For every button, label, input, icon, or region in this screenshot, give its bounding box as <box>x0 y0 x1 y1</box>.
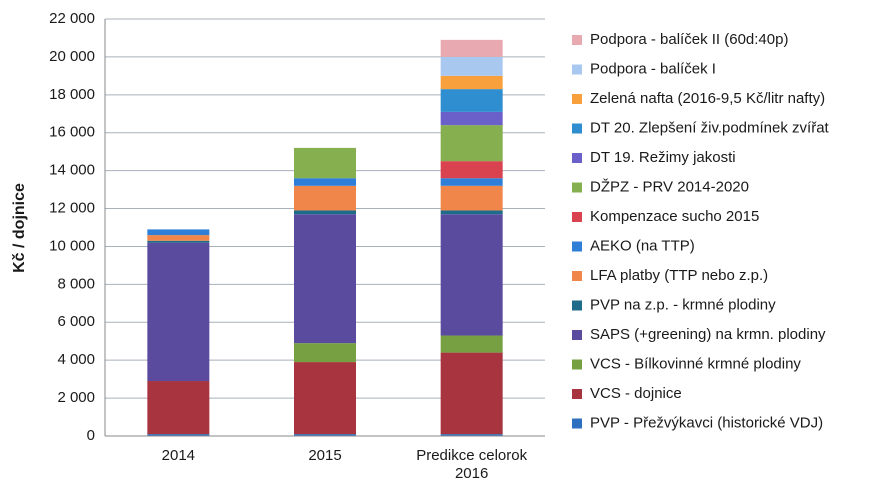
y-tick-label: 22 000 <box>49 10 95 27</box>
bar-segment <box>147 229 210 236</box>
bar-segment <box>440 210 503 215</box>
legend-swatch <box>572 35 582 45</box>
legend-label: Podpora - balíček I <box>590 60 716 77</box>
legend-label: PVP - Přežvýkavci (historické VDJ) <box>590 414 823 431</box>
x-tick-label: 2015 <box>308 447 342 464</box>
bar-segment <box>147 381 210 435</box>
legend-swatch <box>572 389 582 399</box>
bar-segment <box>294 434 356 436</box>
y-tick-label: 18 000 <box>49 86 95 103</box>
legend-label: DT 19. Režimy jakosti <box>590 149 736 166</box>
bar-segment <box>440 111 503 126</box>
bar-segment <box>440 352 503 435</box>
legend-swatch <box>572 271 582 281</box>
bar-segment <box>440 178 503 186</box>
legend-label: Zelená nafta (2016-9,5 Kč/litr nafty) <box>590 90 825 107</box>
y-tick-label: 20 000 <box>49 48 95 65</box>
bar-segment <box>440 434 503 436</box>
legend-label: Kompenzace sucho 2015 <box>590 208 759 225</box>
legend-label: VCS - dojnice <box>590 385 682 402</box>
legend-label: VCS - Bílkovinné krmné plodiny <box>590 355 801 372</box>
y-tick-label: 12 000 <box>49 200 95 217</box>
bar-segment <box>294 210 356 215</box>
legend-swatch <box>572 182 582 193</box>
bar-segment <box>440 214 503 336</box>
bar-segment <box>294 362 356 435</box>
y-tick-label: 2 000 <box>57 389 95 406</box>
bar-segment <box>147 240 210 243</box>
bar-segment <box>440 89 503 112</box>
bar-segment <box>440 161 503 179</box>
legend-label: SAPS (+greening) na krmn. plodiny <box>590 326 826 343</box>
legend-label: LFA platby (TTP nebo z.p.) <box>590 267 768 284</box>
legend-swatch <box>572 418 582 429</box>
y-tick-label: 8 000 <box>57 275 95 292</box>
bar-segment <box>294 178 356 186</box>
bar-segment <box>147 235 210 241</box>
legend-swatch <box>572 94 582 104</box>
y-tick-label: 4 000 <box>57 351 95 368</box>
y-tick-label: 0 <box>87 427 95 444</box>
bar-segment <box>294 214 356 344</box>
bar-segment <box>440 39 503 57</box>
bar-segment <box>440 125 503 162</box>
bar-segment <box>147 242 210 382</box>
bar-segment <box>440 56 503 76</box>
legend-swatch <box>572 241 582 252</box>
legend-swatch <box>572 359 582 370</box>
y-axis-label: Kč / dojnice <box>11 183 28 273</box>
legend-swatch <box>572 123 582 134</box>
legend-label: AEKO (na TTP) <box>590 237 695 254</box>
legend-swatch <box>572 330 582 340</box>
x-tick-label: 2014 <box>161 447 196 464</box>
bar-segment <box>147 434 210 436</box>
y-tick-label: 10 000 <box>49 237 95 254</box>
bar-segment <box>440 75 503 90</box>
bar-segment <box>294 147 356 179</box>
legend-label: DT 20. Zlepšení živ.podmínek zvířat <box>590 119 830 136</box>
legend-label: Podpora - balíček II (60d:40p) <box>590 31 788 48</box>
bar-segment <box>294 185 356 211</box>
bar-segment <box>440 185 503 211</box>
y-tick-label: 6 000 <box>57 313 95 330</box>
bar-segment <box>440 335 503 353</box>
legend-swatch <box>572 153 582 163</box>
legend-label: DŽPZ - PRV 2014-2020 <box>590 178 749 195</box>
y-tick-label: 14 000 <box>49 162 95 179</box>
legend-swatch <box>572 64 582 75</box>
legend-swatch <box>572 300 582 311</box>
x-tick-label: Predikce celorok 2016 <box>416 447 528 482</box>
legend-label: PVP na z.p. - krmné plodiny <box>590 296 776 313</box>
bar-segment <box>294 343 356 363</box>
y-tick-label: 16 000 <box>49 124 95 141</box>
legend-swatch <box>572 212 582 222</box>
